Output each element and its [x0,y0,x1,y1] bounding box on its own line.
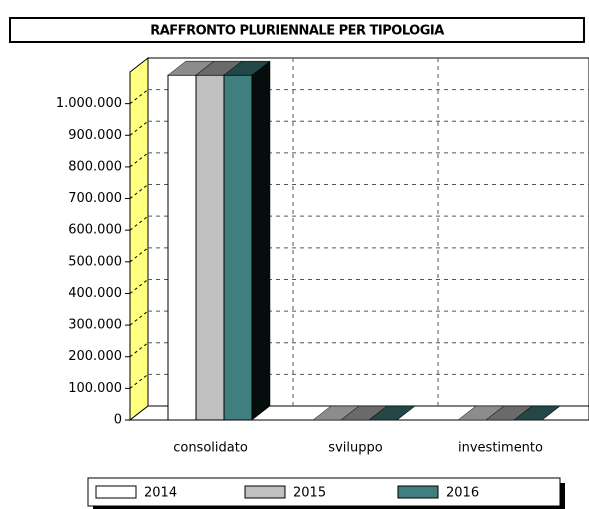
grid-line [129,310,149,326]
grid-line [129,342,149,358]
y-tick-label: 0 [114,413,122,428]
y-tick-label: 600.000 [68,223,122,238]
bar-top [223,60,271,76]
grid-line [129,120,149,136]
legend-swatch [397,485,439,499]
grid-line [129,373,149,389]
y-tick-label: 1.000.000 [56,96,122,111]
y-tick-label: 200.000 [68,349,122,364]
y-tick-label: 900.000 [68,128,122,143]
y-tick-label: 100.000 [68,381,122,396]
left-wall [129,56,149,422]
legend-label: 2015 [293,486,326,501]
bar [195,74,225,421]
title-box [9,17,585,43]
grid-line [129,247,149,263]
grid-line [129,89,149,105]
bar [223,74,253,421]
legend-label: 2014 [144,486,177,501]
y-tick-label: 500.000 [68,254,122,269]
x-tick-label: sviluppo [328,441,382,456]
legend-swatch [244,485,286,499]
bar [167,74,197,421]
bar-side [251,60,271,421]
y-tick-label: 800.000 [68,159,122,174]
legend-label: 2016 [446,486,479,501]
legend-box [87,477,561,507]
grid-line [129,215,149,231]
y-tick-label: 300.000 [68,318,122,333]
chart-title: RAFFRONTO PLURIENNALE PER TIPOLOGIA [150,24,444,39]
bar-top [513,405,561,421]
y-tick-label: 400.000 [68,286,122,301]
grid-line [129,184,149,199]
grid-line [129,152,149,168]
bar-top [368,405,416,421]
x-tick-label: consolidato [173,441,248,456]
y-tick-label: 700.000 [68,191,122,206]
grid-line [129,279,149,294]
legend-swatch [95,485,137,499]
x-tick-label: investimento [458,441,543,456]
